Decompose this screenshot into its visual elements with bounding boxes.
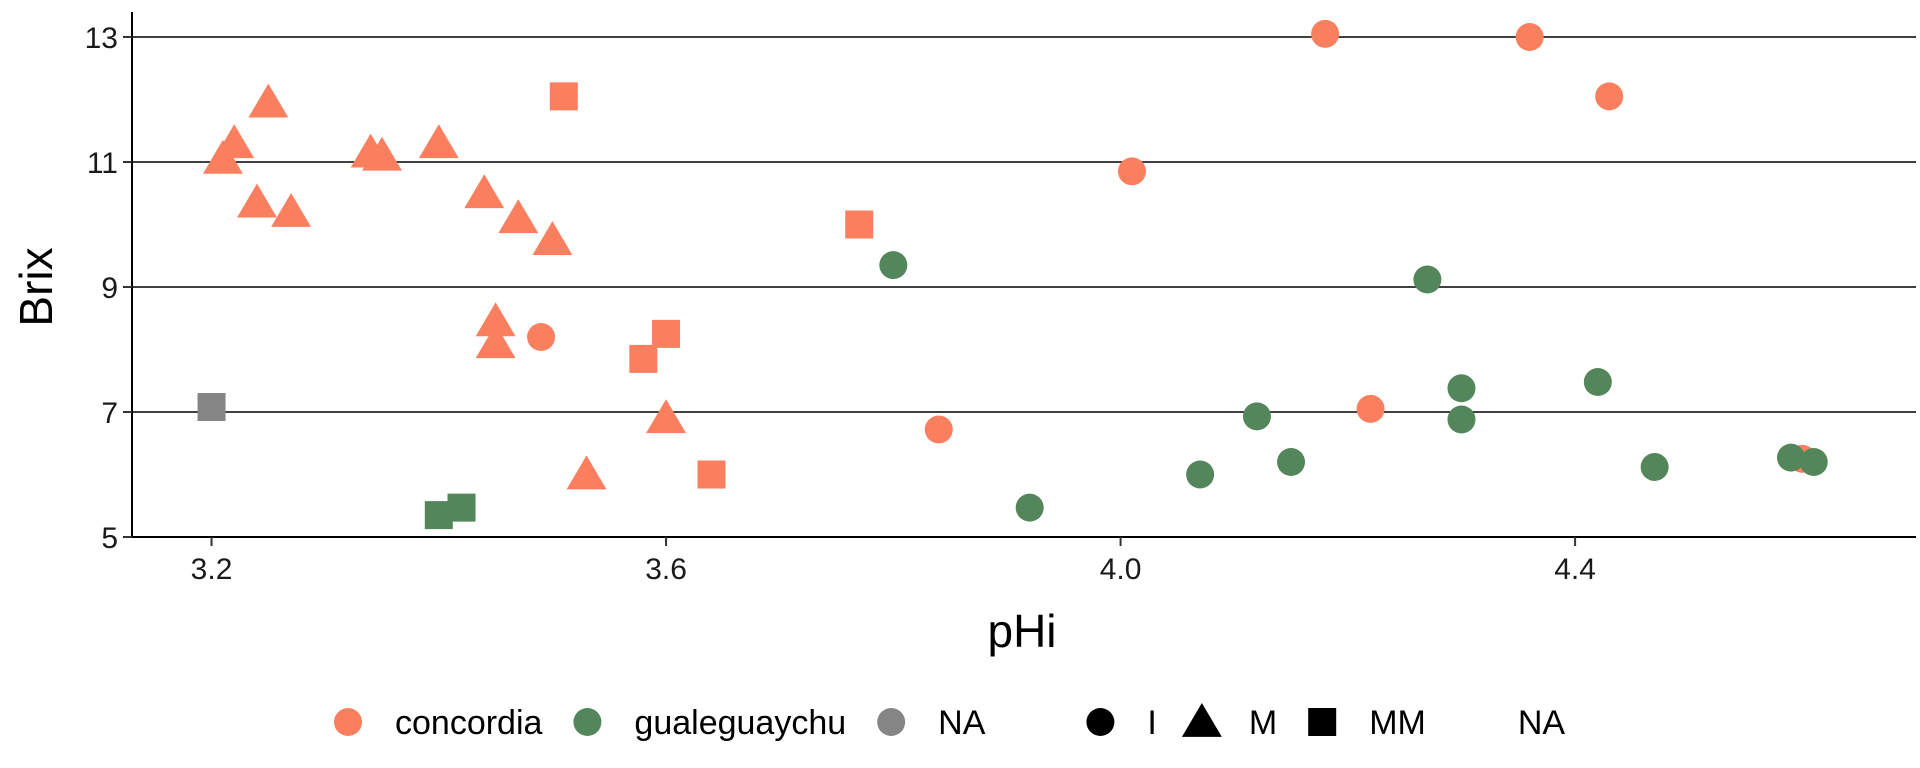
- x-tick-label: 4.0: [1100, 553, 1142, 586]
- data-point-gualeguaychu-I: [1242, 402, 1271, 431]
- data-point-concordia-MM: [629, 344, 658, 373]
- x-axis-title: pHi: [987, 605, 1056, 657]
- y-axis-title: Brix: [10, 247, 62, 326]
- data-point-concordia-M: [475, 324, 516, 359]
- data-point-concordia-I: [1595, 82, 1624, 111]
- y-tick-label: 13: [85, 22, 118, 55]
- data-point-gualeguaychu-I: [1799, 448, 1828, 476]
- data-point-gualeguaychu-I: [1640, 453, 1669, 481]
- data-point-gualeguaychu-I: [1413, 265, 1442, 294]
- legend: concordia gualeguaychu NA I M MM NA: [334, 703, 1565, 742]
- data-point-concordia-M: [271, 193, 312, 227]
- data-point-concordia-M: [362, 136, 402, 171]
- data-point-concordia-I: [924, 415, 953, 444]
- legend-label-gualeguaychu: gualeguaychu: [634, 704, 846, 742]
- tick-labels: 5 7 9 11 13 3.2 3.6 4.0 4.4: [85, 22, 1596, 586]
- data-points: [197, 19, 1828, 530]
- data-point-gualeguaychu-I: [1583, 368, 1612, 396]
- data-point-gualeguaychu-I: [1447, 405, 1476, 434]
- data-point-concordia-M: [202, 139, 243, 174]
- data-point-concordia-M: [237, 183, 277, 218]
- y-tick-label: 11: [87, 147, 118, 180]
- data-point-concordia-I: [527, 323, 556, 351]
- legend-label-shape-I: I: [1147, 704, 1156, 742]
- data-point-concordia-M: [248, 83, 289, 118]
- data-point-concordia-I: [1311, 19, 1340, 48]
- data-point-concordia-I: [1515, 23, 1544, 51]
- data-point-gualeguaychu-I: [1186, 460, 1215, 489]
- data-point-gualeguaychu-I: [879, 251, 908, 280]
- data-point-concordia-M: [464, 174, 505, 209]
- data-point-concordia-M: [498, 199, 539, 234]
- data-point-concordia-M: [475, 302, 516, 337]
- legend-label-shape-NA: NA: [1518, 704, 1566, 742]
- x-tick-label: 4.4: [1554, 553, 1596, 586]
- legend-key-shape-M: [1181, 703, 1222, 737]
- data-point-concordia-MM: [549, 82, 578, 111]
- y-tick-label: 7: [101, 397, 118, 430]
- x-tick-label: 3.2: [191, 553, 233, 586]
- data-point-concordia-I: [1356, 394, 1385, 423]
- data-point-concordia-MM: [845, 210, 874, 239]
- data-point-gualeguaychu-I: [1277, 448, 1306, 476]
- legend-key-NA: [877, 708, 906, 736]
- data-point-gualeguaychu-I: [1447, 374, 1476, 403]
- data-point-concordia-M: [566, 455, 607, 490]
- data-point-concordia-M: [418, 124, 459, 159]
- legend-label-shape-M: M: [1249, 704, 1277, 742]
- data-point-NA-MM: [197, 393, 226, 421]
- data-point-concordia-M: [646, 399, 687, 434]
- data-point-concordia-MM: [652, 319, 681, 348]
- data-point-concordia-M: [532, 221, 573, 255]
- data-point-gualeguaychu-MM: [447, 493, 476, 522]
- legend-label-NA: NA: [938, 704, 986, 742]
- data-point-concordia-MM: [697, 460, 726, 489]
- axes: [131, 12, 1916, 538]
- data-point-gualeguaychu-I: [1777, 443, 1806, 472]
- x-tick-label: 3.6: [645, 553, 687, 586]
- legend-label-concordia: concordia: [395, 704, 543, 742]
- y-tick-label: 9: [101, 272, 118, 305]
- data-point-gualeguaychu-I: [1015, 493, 1044, 522]
- legend-key-shape-I: [1086, 708, 1115, 736]
- legend-key-shape-MM: [1308, 708, 1337, 736]
- legend-key-gualeguaychu: [573, 708, 602, 736]
- data-point-concordia-I: [1117, 157, 1146, 186]
- legend-key-concordia: [334, 708, 362, 736]
- legend-label-shape-MM: MM: [1369, 704, 1426, 742]
- y-tick-label: 5: [101, 522, 118, 555]
